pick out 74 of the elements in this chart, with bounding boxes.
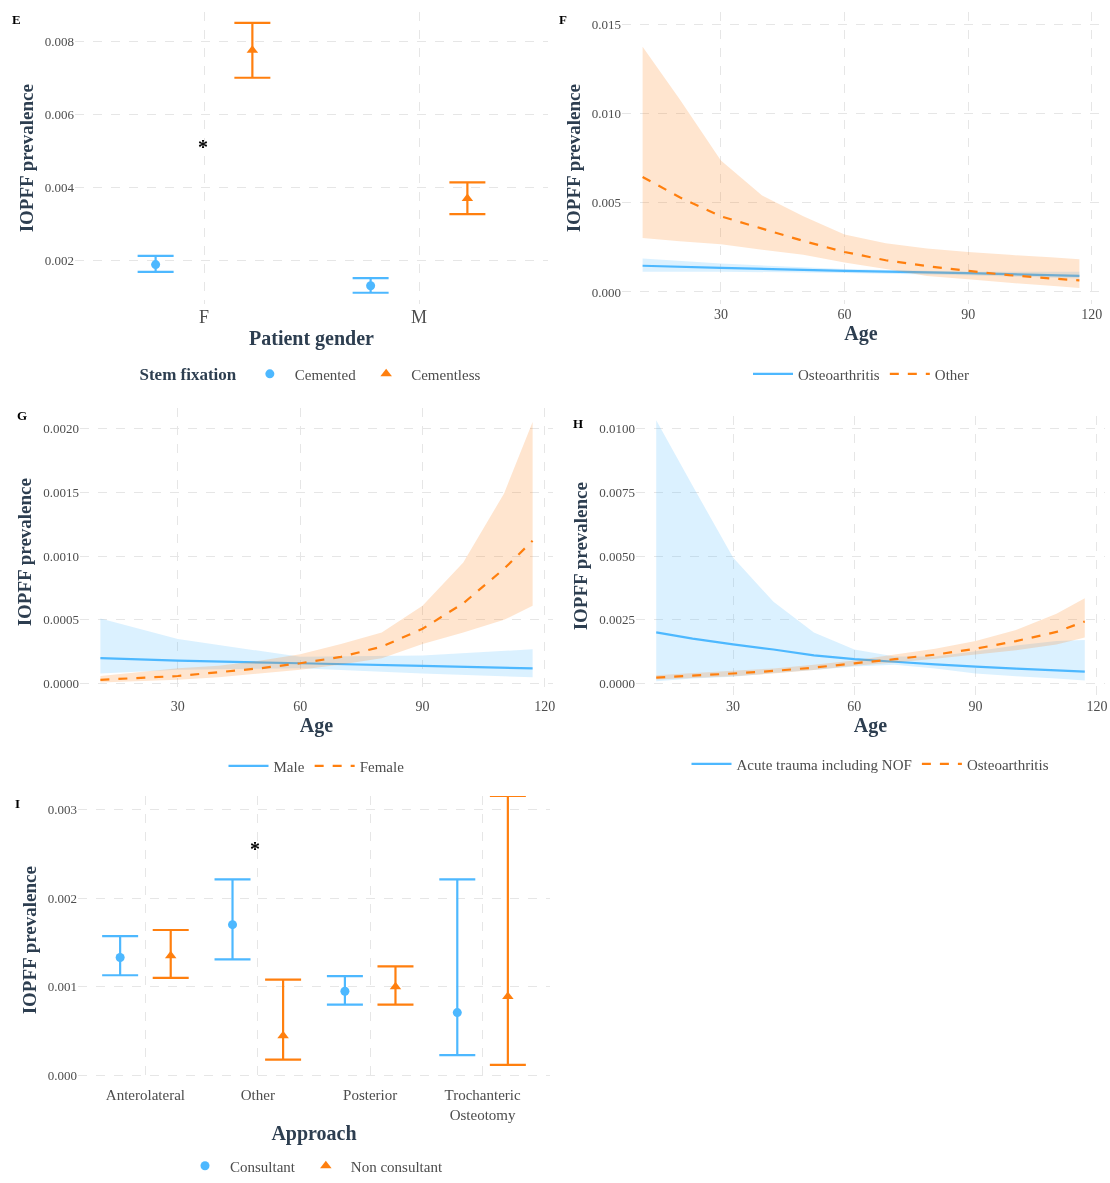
legend-label: Osteoarthritis [966,756,1049,773]
chart-title: E [12,12,21,27]
line-series [641,175,1081,282]
y-tick-label: 0.002 [47,890,77,906]
x-axis-title: Patient gender [249,326,375,350]
y-tick-label: 0.0010 [43,548,79,564]
x-axis-title: Age [299,714,334,738]
y-axis-title: IOPFF prevalence [15,84,37,233]
x-tick-label: 90 [415,699,430,715]
x-tick-label: 30 [726,699,741,715]
y-tick-label: 0.005 [591,195,621,211]
y-tick-label: 0.0015 [43,484,79,500]
x-axis-title: Age [844,322,878,346]
legend-label: Cemented [294,366,357,383]
y-tick-label: 0.000 [591,284,621,300]
y-axis-title: IOPFF prevalence [562,84,584,233]
y-tick-label: 0.001 [47,979,77,995]
x-tick-label: 30 [170,699,185,715]
y-tick-label: 0.0005 [43,612,79,628]
y-tick-label: 0.0000 [43,676,79,692]
y-tick-label: 0.004 [44,180,75,195]
line-series [641,264,1081,278]
y-tick-label: 0.000 [47,1068,77,1084]
y-tick-label: 0.0020 [43,420,79,436]
y-tick-label: 0.002 [44,253,74,269]
y-axis-title: IOPFF prevalence [570,482,592,631]
x-tick-label: 30 [713,307,728,323]
chart-title: I [15,796,21,811]
legend-label: Non consultant [350,1158,443,1175]
legend-label: Female [359,758,405,775]
x-tick-label: Posterior [343,1087,398,1104]
legend-label: Acute trauma including NOF [736,756,912,773]
line-series [99,657,534,670]
x-tick-label: Anterolateral [105,1087,185,1104]
line-series [655,631,1086,673]
legend-title: Stem fixation [139,364,237,384]
x-tick-label: 120 [1086,699,1108,715]
x-tick-label: 120 [1081,307,1103,323]
y-axis-title: IOPFF prevalence [14,478,36,627]
legend-label: Osteoarthritis [798,366,880,383]
legend-label: Cementless [411,366,481,383]
y-tick-label: 0.008 [44,33,74,49]
chart-title: H [573,416,584,431]
y-tick-label: 0.003 [47,801,77,817]
y-tick-label: 0.0025 [599,612,635,628]
line-series [99,539,534,681]
chart-title: F [559,12,567,27]
y-axis-title: IOPFF prevalence [18,866,40,1015]
x-tick-label: 90 [961,307,976,323]
x-tick-label: 120 [534,699,556,715]
y-tick-label: 0.015 [591,16,621,32]
y-tick-label: 0.010 [591,106,621,122]
legend-label: Male [273,758,305,775]
y-tick-label: 0.0050 [599,548,635,564]
chart-title: G [17,408,28,423]
x-tick-label: F [198,307,210,328]
x-tick-label: 60 [837,307,852,323]
x-axis-title: Approach [271,1122,357,1146]
line-series [655,620,1086,679]
annotation: * [250,838,260,860]
y-tick-label: 0.0075 [599,484,635,500]
y-tick-label: 0.0000 [599,676,635,692]
legend-label: Other [934,366,969,383]
x-tick-label: Other [240,1087,275,1104]
y-tick-label: 0.0100 [599,421,635,437]
x-tick-label: 60 [293,699,308,715]
x-tick-label: 90 [968,699,983,715]
legend-label: Consultant [230,1158,296,1175]
x-tick-label: 60 [847,699,862,715]
annotation: * [198,136,208,158]
y-tick-label: 0.006 [44,106,75,122]
x-tick-label: M [410,307,428,328]
x-tick-label: Trochanteric Osteotomy [444,1087,521,1123]
x-axis-title: Age [853,714,888,738]
